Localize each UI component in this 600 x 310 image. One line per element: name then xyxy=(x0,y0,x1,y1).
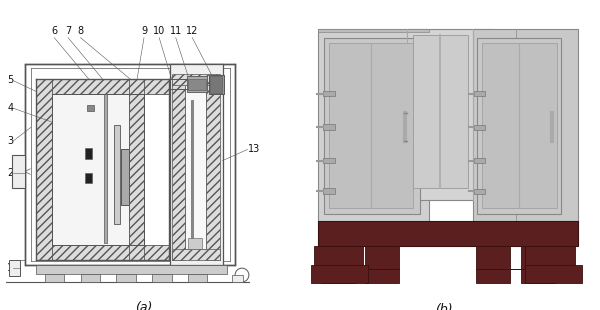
Bar xyxy=(113,125,120,224)
Bar xyxy=(88,105,94,111)
Text: 8: 8 xyxy=(77,26,83,36)
Bar xyxy=(318,221,577,246)
Bar xyxy=(188,79,206,90)
Bar xyxy=(525,265,582,283)
Bar xyxy=(191,100,193,238)
Text: 2: 2 xyxy=(7,168,14,178)
Text: 1: 1 xyxy=(7,263,14,273)
Bar xyxy=(318,29,429,222)
Text: 4: 4 xyxy=(7,103,14,113)
Bar xyxy=(232,275,244,282)
Bar xyxy=(474,91,485,96)
Text: 10: 10 xyxy=(153,26,166,36)
Bar xyxy=(129,79,144,260)
Text: 9: 9 xyxy=(141,26,147,36)
Text: 5: 5 xyxy=(7,75,14,86)
Bar xyxy=(209,76,222,93)
Text: 12: 12 xyxy=(186,26,199,36)
Bar xyxy=(323,91,335,96)
Bar xyxy=(206,75,220,260)
Text: 11: 11 xyxy=(170,26,182,36)
Bar xyxy=(172,249,220,260)
Bar xyxy=(474,158,485,163)
Bar xyxy=(37,265,227,274)
Bar xyxy=(311,265,367,283)
Bar xyxy=(172,75,185,260)
Text: 6: 6 xyxy=(51,26,58,36)
Bar xyxy=(129,94,144,245)
Bar xyxy=(121,149,129,205)
Bar xyxy=(170,64,223,265)
Bar xyxy=(318,29,429,32)
Bar xyxy=(477,38,561,214)
Bar xyxy=(321,246,355,283)
Bar xyxy=(116,274,136,282)
Bar xyxy=(413,35,468,188)
Bar xyxy=(476,246,510,283)
Text: 3: 3 xyxy=(7,136,14,146)
Bar xyxy=(9,260,20,277)
Bar xyxy=(365,246,399,283)
Bar xyxy=(37,79,169,94)
Bar xyxy=(25,64,235,265)
Text: (a): (a) xyxy=(136,301,152,310)
Bar xyxy=(473,29,577,222)
Bar xyxy=(104,94,107,243)
Bar xyxy=(37,79,52,260)
Bar xyxy=(85,148,92,159)
Bar xyxy=(152,274,172,282)
Bar xyxy=(474,189,485,194)
Text: 13: 13 xyxy=(248,144,260,154)
Bar xyxy=(188,238,202,249)
Bar xyxy=(44,274,64,282)
Bar xyxy=(329,43,413,208)
Bar xyxy=(323,158,335,163)
Bar xyxy=(188,274,208,282)
Bar xyxy=(521,246,555,283)
Text: 7: 7 xyxy=(65,26,71,36)
Bar xyxy=(407,29,491,200)
Bar xyxy=(209,75,224,94)
Bar xyxy=(314,246,363,265)
Bar xyxy=(482,43,557,208)
Bar xyxy=(474,125,485,130)
Bar xyxy=(323,188,335,194)
Bar xyxy=(172,73,220,85)
Bar xyxy=(525,246,575,265)
Bar xyxy=(52,94,144,245)
Bar xyxy=(11,155,25,188)
Bar xyxy=(85,173,92,183)
Bar xyxy=(37,245,169,260)
Bar xyxy=(187,76,208,91)
Bar xyxy=(324,38,420,214)
Text: (b): (b) xyxy=(435,303,453,310)
Bar xyxy=(323,124,335,130)
Bar xyxy=(80,274,100,282)
Bar xyxy=(185,85,206,249)
